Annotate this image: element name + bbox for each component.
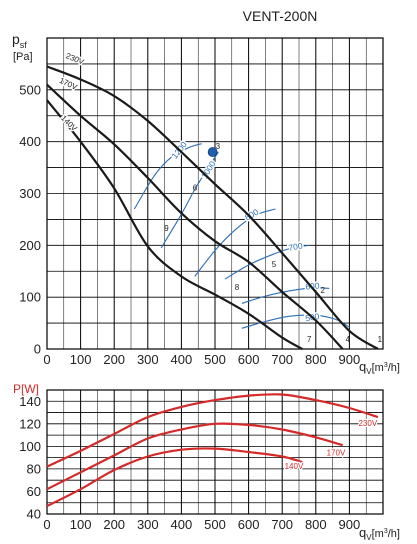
series-label: 230V bbox=[64, 51, 85, 67]
y-tick-label: 400 bbox=[19, 134, 41, 149]
system-curve bbox=[133, 143, 202, 210]
system-curve bbox=[160, 151, 219, 249]
x-tick-label: 100 bbox=[70, 517, 92, 532]
fan-curve bbox=[46, 83, 344, 350]
plot-frame bbox=[46, 37, 384, 350]
x-tick-label: 800 bbox=[305, 352, 327, 367]
x-tick-label: 0 bbox=[43, 352, 50, 367]
power-curve bbox=[46, 393, 379, 468]
x-tick-label: 400 bbox=[171, 517, 193, 532]
y-tick-label: 100 bbox=[19, 290, 41, 305]
x-tick-label: 200 bbox=[103, 517, 125, 532]
power-series-label: 140V bbox=[285, 462, 304, 471]
point-number-label: 4 bbox=[346, 335, 351, 344]
x-tick-label: 800 bbox=[305, 517, 327, 532]
point-number-label: 5 bbox=[272, 260, 277, 269]
x-tick-label: 300 bbox=[137, 517, 159, 532]
x-tick-label: 200 bbox=[103, 352, 125, 367]
x-tick-label: 600 bbox=[238, 352, 260, 367]
y-tick-label: 500 bbox=[19, 82, 41, 97]
fan-curve bbox=[46, 65, 379, 350]
plot-frame bbox=[46, 389, 384, 515]
y-tick-label: 60 bbox=[27, 484, 41, 499]
point-number-label: 8 bbox=[235, 283, 240, 292]
chart-title: VENT-200N bbox=[243, 8, 318, 24]
y-tick-label: 300 bbox=[19, 186, 41, 201]
x-tick-label: 500 bbox=[204, 517, 226, 532]
system-curve bbox=[241, 287, 330, 304]
point-number-label: 7 bbox=[307, 335, 312, 344]
x-tick-label: 0 bbox=[43, 517, 50, 532]
power-curve bbox=[46, 447, 303, 508]
x-tick-label: 400 bbox=[171, 352, 193, 367]
system-curve bbox=[194, 208, 276, 277]
system-curve bbox=[241, 314, 350, 329]
y-tick-label: 80 bbox=[27, 461, 41, 476]
y-tick-label: 120 bbox=[19, 416, 41, 431]
y-tick-label: 100 bbox=[19, 439, 41, 454]
system-curve bbox=[224, 244, 310, 280]
point-number-label: 6 bbox=[193, 184, 198, 193]
flow-axis-label-bottom: qV[m3/h] bbox=[359, 525, 400, 542]
point-number-label: 2 bbox=[320, 286, 325, 295]
power-series-label: 170V bbox=[327, 448, 346, 457]
y-tick-label: 0 bbox=[34, 342, 41, 357]
system-curve-label: 700 bbox=[288, 240, 304, 252]
operating-point-marker bbox=[207, 147, 218, 157]
flow-axis-label-top: qV[m3/h] bbox=[359, 359, 400, 376]
point-number-label: 1 bbox=[378, 335, 383, 344]
point-number-label: 9 bbox=[164, 224, 169, 233]
x-tick-label: 700 bbox=[271, 352, 293, 367]
y-tick-label: 140 bbox=[19, 394, 41, 409]
point-number-label: 3 bbox=[216, 142, 221, 151]
x-tick-label: 600 bbox=[238, 517, 260, 532]
x-tick-label: 500 bbox=[204, 352, 226, 367]
y-tick-label: 200 bbox=[19, 238, 41, 253]
series-label: 140V bbox=[59, 114, 79, 134]
fan-curve bbox=[46, 99, 303, 350]
pressure-chart: 0 100 200 300 400 500 600 700 800 900 0 100 200 300 40… bbox=[19, 37, 384, 367]
x-tick-label: 300 bbox=[137, 352, 159, 367]
power-axis-label: P[W] bbox=[13, 382, 39, 396]
pressure-axis-symbol: psf bbox=[12, 31, 27, 50]
power-chart: 0 100 200 300 400 500 600 700 800 900 40 60 80 100 120… bbox=[19, 389, 384, 532]
x-tick-label: 100 bbox=[70, 352, 92, 367]
x-tick-label: 700 bbox=[271, 517, 293, 532]
x-tick-label: 900 bbox=[339, 352, 361, 367]
power-curve bbox=[46, 422, 344, 491]
pressure-axis-unit: [Pa] bbox=[13, 51, 33, 63]
power-series-label: 230V bbox=[359, 419, 378, 428]
x-tick-label: 900 bbox=[339, 517, 361, 532]
y-tick-label: 40 bbox=[27, 507, 41, 522]
